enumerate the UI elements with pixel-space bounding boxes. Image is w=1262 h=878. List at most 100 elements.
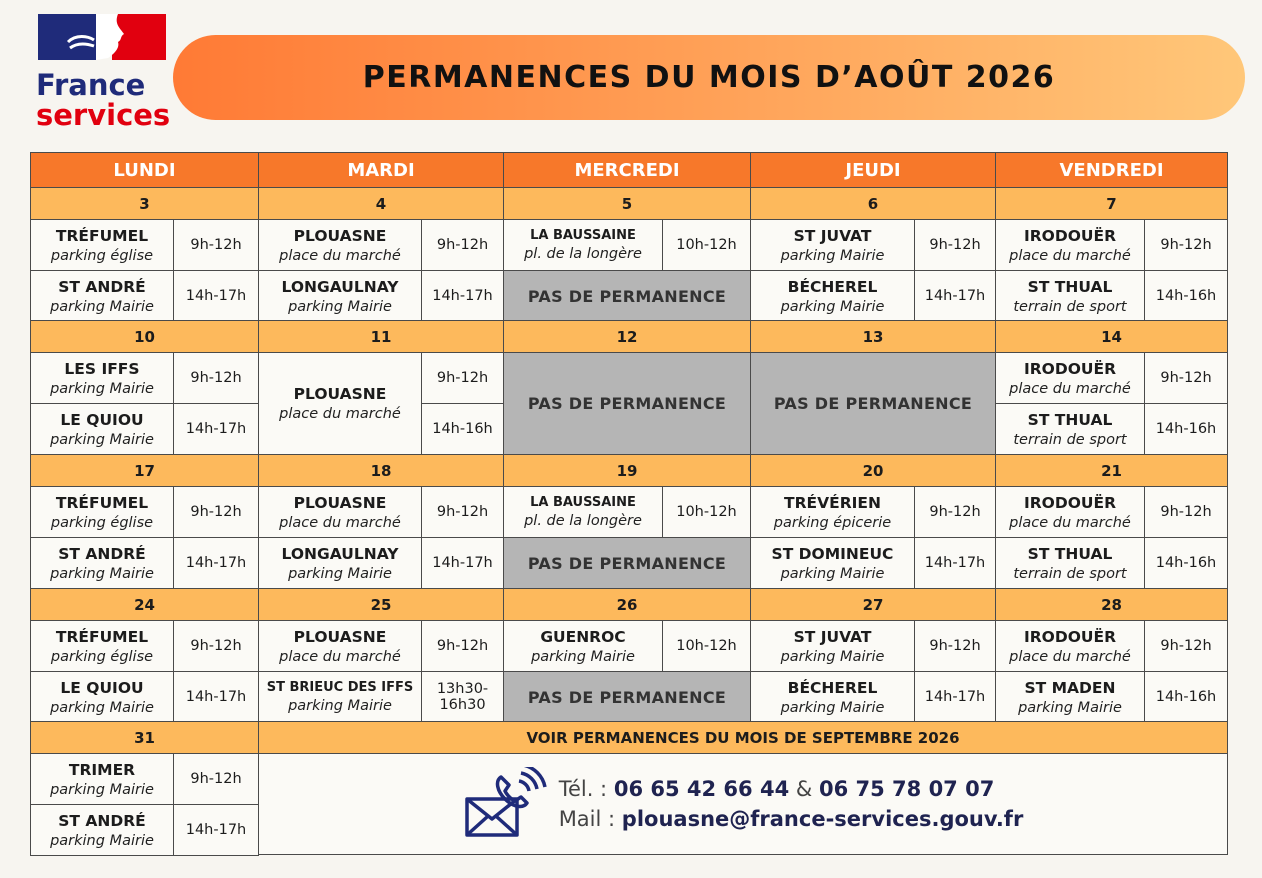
place: IRODOUËR (1023, 359, 1117, 378)
place-cell: LES IFFS parking Mairie (30, 352, 174, 404)
place: IRODOUËR (1023, 226, 1117, 245)
place: PLOUASNE (293, 385, 387, 403)
place-detail: parking Mairie (288, 565, 392, 582)
place: BÉCHEREL (787, 678, 878, 697)
date: 11 (258, 320, 504, 353)
date: 3 (30, 187, 259, 220)
hours: 9h-12h (1144, 352, 1228, 404)
day-header: MERCREDI (503, 152, 751, 188)
hours: 9h-12h (421, 620, 504, 672)
day-header: VENDREDI (995, 152, 1228, 188)
place-detail: parking église (50, 247, 154, 264)
place-cell: BÉCHEREL parking Mairie (750, 671, 915, 723)
place-cell: IRODOUËR place du marché (995, 352, 1145, 404)
and: & (795, 777, 813, 801)
place-cell: ST THUAL terrain de sport (995, 537, 1145, 589)
place-cell: IRODOUËR place du marché (995, 219, 1145, 271)
place-detail: parking Mairie (50, 380, 154, 397)
place-detail: place du marché (1009, 648, 1131, 665)
hours: 14h-17h (421, 537, 504, 589)
place: ST MADEN (1024, 678, 1116, 697)
place: ST DOMINEUC (771, 544, 894, 563)
place-cell: LONGAULNAY parking Mairie (258, 537, 422, 589)
place: ST ANDRÉ (58, 811, 146, 830)
hours: 9h-12h (173, 352, 259, 404)
place: IRODOUËR (1023, 627, 1117, 646)
place-cell: ST JUVAT parking Mairie (750, 219, 915, 271)
place: TRÉFUMEL (55, 627, 149, 646)
place-cell: ST ANDRÉ parking Mairie (30, 537, 174, 589)
logo: France services (36, 14, 171, 134)
logo-line2: services (36, 98, 171, 132)
place-cell: ST ANDRÉ parking Mairie (30, 270, 174, 322)
hours: 14h-16h (421, 403, 504, 455)
hours: 14h-17h (173, 537, 259, 589)
place-cell: PLOUASNE place du marché (258, 219, 422, 271)
date: 27 (750, 588, 996, 621)
place: LONGAULNAY (281, 277, 399, 296)
hours: 14h-17h (914, 537, 996, 589)
place: LONGAULNAY (281, 544, 399, 563)
title-banner: PERMANENCES DU MOIS D’AOÛT 2026 (173, 35, 1245, 120)
place-cell: IRODOUËR place du marché (995, 620, 1145, 672)
no-service: PAS DE PERMANENCE (503, 352, 751, 455)
hours: 14h-17h (173, 270, 259, 322)
place-detail: parking Mairie (780, 565, 885, 582)
hours: 14h-16h (1144, 403, 1228, 455)
place: ST THUAL (1027, 410, 1113, 429)
place-detail: place du marché (1009, 380, 1131, 397)
place: TRÉVÉRIEN (784, 493, 881, 512)
place-cell: BÉCHEREL parking Mairie (750, 270, 915, 322)
date: 31 (30, 721, 259, 754)
place-cell: LE QUIOU parking Mairie (30, 671, 174, 723)
place-detail: parking Mairie (50, 565, 154, 582)
place-detail: terrain de sport (1013, 431, 1127, 448)
title: PERMANENCES DU MOIS D’AOÛT 2026 (362, 60, 1056, 95)
place-cell: ST JUVAT parking Mairie (750, 620, 915, 672)
hours: 14h-16h (1144, 270, 1228, 322)
place: TRÉFUMEL (55, 226, 149, 245)
place-cell: TRÉFUMEL parking église (30, 219, 174, 271)
place-detail: place du marché (279, 247, 401, 264)
date: 28 (995, 588, 1228, 621)
hours: 9h-12h (173, 219, 259, 271)
place: PLOUASNE (293, 493, 387, 512)
place-detail: pl. de la longère (524, 246, 642, 262)
date: 14 (995, 320, 1228, 353)
hours: 9h-12h (914, 620, 996, 672)
day-header: MARDI (258, 152, 504, 188)
place-detail: parking Mairie (780, 247, 885, 264)
place-cell: PLOUASNE place du marché (258, 620, 422, 672)
place-detail: place du marché (1009, 514, 1131, 531)
place: LE QUIOU (60, 678, 144, 697)
date: 10 (30, 320, 259, 353)
place-detail: parking église (50, 514, 154, 531)
date: 21 (995, 454, 1228, 487)
phone: 06 65 42 66 44 (613, 777, 790, 801)
place-detail: parking Mairie (50, 832, 154, 849)
contact-text: Tél. : 06 65 42 66 44 & 06 75 78 07 07 M… (559, 774, 1024, 834)
place-cell: LA BAUSSAINE pl. de la longère (503, 219, 663, 271)
place-detail: parking Mairie (50, 431, 154, 448)
contact-icon (464, 766, 547, 837)
place-detail: parking Mairie (50, 781, 154, 798)
place-detail: parking Mairie (50, 298, 154, 315)
phone-line: Tél. : 06 65 42 66 44 & 06 75 78 07 07 (559, 774, 1024, 804)
date: 26 (503, 588, 751, 621)
hours: 10h-12h (662, 219, 751, 271)
place: LA BAUSSAINE (530, 495, 636, 510)
place-detail: parking Mairie (1018, 699, 1122, 716)
place-cell: ST THUAL terrain de sport (995, 403, 1145, 455)
place: BÉCHEREL (787, 277, 878, 296)
notice: VOIR PERMANENCES DU MOIS DE SEPTEMBRE 20… (258, 721, 1228, 754)
place: ST ANDRÉ (58, 544, 146, 563)
place-cell: GUENROC parking Mairie (503, 620, 663, 672)
hours: 13h30-16h30 (421, 671, 504, 723)
hours: 9h-12h (421, 352, 504, 404)
place: GUENROC (540, 627, 626, 646)
no-service: PAS DE PERMANENCE (503, 270, 751, 322)
hours: 9h-12h (173, 620, 259, 672)
hours: 9h-12h (914, 219, 996, 271)
hours: 9h-12h (914, 486, 996, 538)
place-cell: ST ANDRÉ parking Mairie (30, 804, 174, 856)
